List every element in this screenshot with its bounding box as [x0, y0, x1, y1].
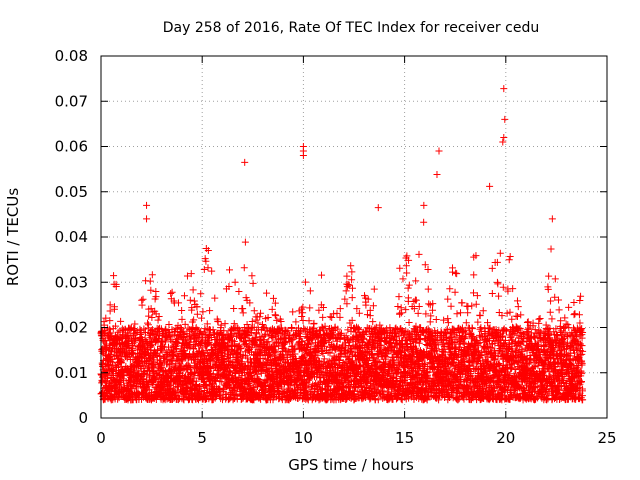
data-point: [131, 338, 139, 346]
data-point: [130, 329, 138, 337]
data-point: [126, 332, 134, 340]
data-point: [158, 363, 166, 371]
data-point: [217, 321, 225, 329]
data-point: [106, 325, 114, 333]
data-point: [152, 293, 160, 301]
data-point: [140, 325, 148, 333]
data-point: [220, 340, 228, 348]
data-point: [147, 305, 155, 313]
data-point: [189, 286, 197, 294]
data-point: [146, 277, 154, 285]
data-point: [209, 326, 217, 334]
data-point: [150, 364, 158, 372]
data-point: [193, 303, 201, 311]
data-point: [187, 270, 195, 278]
data-point: [164, 360, 172, 368]
data-point: [200, 266, 208, 274]
data-point: [178, 315, 186, 323]
data-point: [170, 351, 178, 359]
data-point: [102, 314, 110, 322]
data-point: [211, 294, 219, 302]
data-point: [105, 343, 113, 351]
data-point: [155, 312, 163, 320]
data-point: [114, 395, 122, 403]
data-point: [100, 363, 108, 371]
data-point: [191, 342, 199, 350]
data-point: [110, 303, 118, 311]
data-point: [106, 301, 114, 309]
data-point: [212, 377, 220, 385]
data-point: [112, 282, 120, 290]
data-point: [181, 320, 189, 328]
data-point: [214, 318, 222, 326]
data-point: [198, 314, 206, 322]
data-point: [175, 299, 183, 307]
data-point: [198, 348, 206, 356]
data-point: [148, 313, 156, 321]
data-point: [186, 296, 194, 304]
data-point: [148, 271, 156, 279]
data-point: [110, 272, 118, 280]
data-point: [106, 317, 114, 325]
data-point: [138, 301, 146, 309]
data-point: [179, 357, 187, 365]
data-point: [136, 330, 144, 338]
data-point: [180, 292, 188, 300]
data-point: [117, 358, 125, 366]
data-point: [139, 295, 147, 303]
data-point: [167, 289, 175, 297]
data-point: [141, 336, 149, 344]
data-point: [106, 307, 114, 315]
data-point: [128, 384, 136, 392]
data-point: [133, 383, 141, 391]
data-point: [182, 349, 190, 357]
data-point: [188, 304, 196, 312]
data-point: [204, 247, 212, 255]
data-point: [172, 344, 180, 352]
data-point: [173, 338, 181, 346]
data-point: [112, 322, 120, 330]
data-point: [209, 370, 217, 378]
data-point: [183, 272, 191, 280]
data-point: [220, 327, 228, 335]
data-points: [97, 85, 587, 404]
data-point: [156, 352, 164, 360]
data-point: [144, 319, 152, 327]
data-point: [193, 310, 201, 318]
data-point: [190, 297, 198, 305]
data-point: [203, 384, 211, 392]
data-point: [167, 357, 175, 365]
data-point: [197, 290, 205, 298]
data-point: [155, 332, 163, 340]
data-point: [147, 286, 155, 294]
data-point: [165, 321, 173, 329]
data-point: [203, 320, 211, 328]
data-point: [145, 312, 153, 320]
data-point: [117, 317, 125, 325]
data-point: [147, 327, 155, 335]
data-point: [140, 344, 148, 352]
data-point: [131, 320, 139, 328]
data-point: [202, 257, 210, 265]
data-point: [154, 316, 162, 324]
data-point: [194, 326, 202, 334]
data-point: [190, 316, 198, 324]
data-point: [206, 307, 214, 315]
data-point: [204, 264, 212, 272]
data-point: [162, 338, 170, 346]
data-point: [201, 381, 209, 389]
data-point: [178, 307, 186, 315]
data-point: [173, 389, 181, 397]
data-point: [199, 308, 207, 316]
data-point: [200, 363, 208, 371]
data-point: [208, 267, 216, 275]
data-point: [168, 288, 176, 296]
